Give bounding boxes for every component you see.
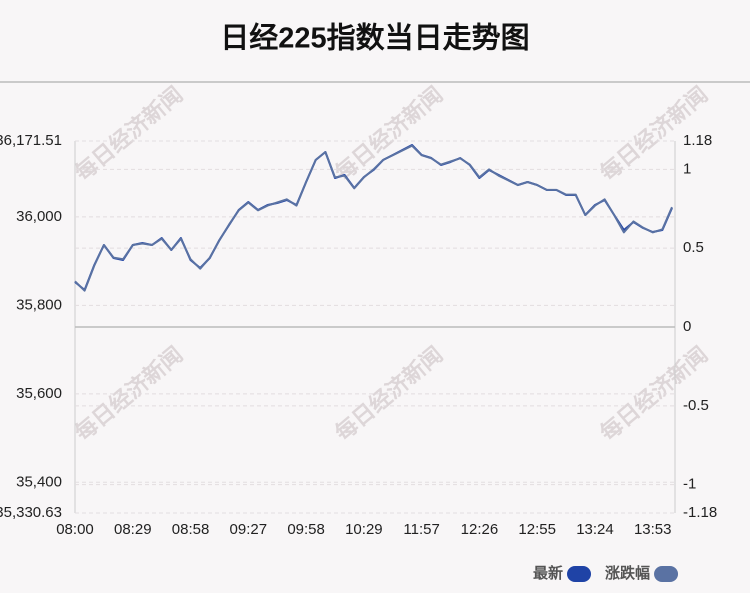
x-tick-label: 11:57: [403, 521, 439, 538]
y2-tick-label: 1.18: [683, 132, 712, 149]
x-tick-label: 12:55: [518, 521, 556, 538]
x-tick-label: 08:00: [56, 521, 94, 538]
y-tick-label: 35,400: [16, 473, 62, 490]
x-tick-label: 09:27: [230, 521, 268, 538]
y-tick-label: 35,600: [16, 385, 62, 402]
x-tick-label: 08:29: [114, 521, 152, 538]
x-tick-label: 13:24: [576, 521, 614, 538]
y2-tick-label: 1: [683, 160, 691, 177]
legend-label: 涨跌幅: [605, 564, 650, 582]
legend-swatch: [654, 566, 679, 582]
y2-tick-label: 0: [683, 318, 691, 335]
watermark: 每日经济新闻: [70, 82, 187, 186]
x-tick-label: 12:26: [461, 521, 499, 538]
series-line: [74, 144, 673, 291]
y-tick-label: 36,000: [16, 208, 62, 225]
x-tick-label: 08:58: [172, 521, 210, 538]
x-tick-label: 09:58: [287, 521, 325, 538]
watermark: 每日经济新闻: [595, 342, 712, 446]
y2-tick-label: -0.5: [683, 397, 709, 414]
y-tick-label: 35,800: [16, 296, 62, 313]
watermark: 每日经济新闻: [330, 82, 447, 186]
y2-tick-label: 0.5: [683, 239, 704, 256]
x-tick-label: 10:29: [345, 521, 383, 538]
watermark: 每日经济新闻: [330, 342, 447, 446]
chart-title: 日经225指数当日走势图: [220, 21, 529, 55]
series-line: [74, 144, 673, 292]
legend-swatch: [567, 566, 592, 582]
y-tick-label: 36,171.51: [0, 132, 62, 149]
x-tick-label: 13:53: [634, 521, 672, 538]
legend-label: 最新: [533, 564, 563, 582]
y2-tick-label: -1: [683, 476, 696, 493]
y2-tick-label: -1.18: [683, 504, 717, 521]
y-tick-label: 35,330.63: [0, 504, 62, 521]
